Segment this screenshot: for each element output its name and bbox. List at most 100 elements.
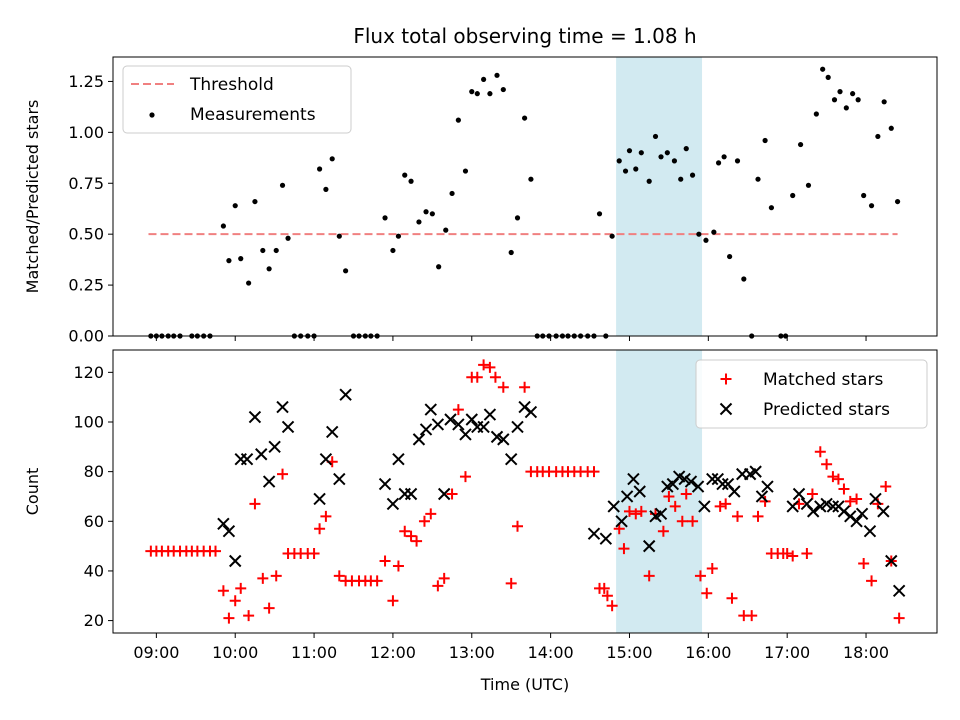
predicted-star-point	[326, 425, 339, 439]
measurement-point	[689, 172, 696, 178]
matched-star-point	[489, 371, 501, 383]
predicted-star-point	[424, 403, 437, 416]
x-tick-label: 15:00	[606, 643, 652, 662]
measurement-point	[260, 247, 266, 254]
measurement-point	[741, 276, 747, 282]
matched-star-point	[613, 523, 625, 535]
matched-star-point	[880, 481, 892, 493]
matched-star-point	[680, 488, 692, 500]
measurement-point	[522, 115, 528, 121]
predicted-star-point	[222, 525, 236, 538]
matched-star-point	[484, 361, 496, 373]
matched-star-point	[838, 483, 850, 495]
y-tick-label: 0.75	[68, 174, 104, 193]
matched-star-point	[229, 595, 241, 607]
predicted-star-point	[633, 485, 646, 498]
measurement-point	[455, 117, 461, 123]
matched-star-point	[249, 498, 261, 510]
measurement-point	[469, 89, 475, 95]
predicted-star-point	[229, 554, 242, 568]
matched-star-point	[438, 572, 450, 584]
matched-star-point	[726, 592, 738, 604]
y-tick-label: 0.50	[68, 225, 104, 244]
measurement-point	[703, 237, 709, 243]
predicted-star-point	[820, 497, 833, 511]
measurement-point	[797, 141, 804, 148]
matched-star-point	[663, 490, 675, 502]
measurement-point	[768, 205, 775, 211]
measurement-point	[633, 166, 639, 172]
matched-star-point	[314, 523, 326, 535]
y-tick-label: 20	[84, 611, 104, 630]
measurement-point	[805, 182, 812, 188]
x-tick-label: 09:00	[133, 643, 179, 662]
matched-star-point	[630, 508, 642, 520]
matched-star-point	[827, 471, 839, 483]
predicted-star-point	[706, 472, 719, 486]
measurement-point	[279, 182, 286, 188]
measurement-point	[715, 160, 722, 166]
matched-star-point	[821, 458, 833, 470]
legend-bottom: Matched stars Predicted stars	[695, 359, 928, 429]
matched-star-point	[806, 488, 818, 500]
predicted-star-point	[761, 480, 774, 493]
predicted-star-point	[276, 400, 289, 414]
matched-star-point	[519, 381, 531, 393]
matched-star-point	[478, 359, 490, 371]
matched-star-point	[379, 555, 391, 567]
measurement-point	[711, 229, 717, 235]
matched-star-point	[787, 550, 799, 562]
predicted-star-point	[892, 584, 906, 598]
matched-star-point	[706, 562, 718, 574]
predicted-star-point	[281, 420, 295, 434]
legend-predicted-label: Predicted stars	[763, 400, 890, 420]
x-tick-label: 14:00	[528, 643, 574, 662]
measurement-point	[408, 178, 414, 184]
predicted-star-point	[877, 505, 890, 518]
predicted-star-point	[855, 507, 869, 521]
predicted-star-point	[684, 475, 698, 488]
predicted-star-point	[642, 539, 656, 553]
matched-star-point	[418, 515, 430, 527]
y-tick-label: 60	[84, 512, 104, 531]
predicted-star-point	[217, 517, 230, 530]
predicted-star-point	[459, 428, 472, 441]
predicted-star-point	[248, 410, 262, 424]
measurement-point	[616, 158, 622, 164]
matched-star-point	[446, 488, 458, 500]
measurement-point	[683, 146, 689, 152]
matched-star-point	[217, 585, 229, 597]
panel-counts: 20 40 60 80 100 120 Count 09:00 10:00 11:00 12:00 1…	[23, 349, 938, 662]
predicted-star-point	[826, 500, 840, 513]
x-tick-label: 16:00	[685, 643, 731, 662]
matched-star-point	[623, 505, 635, 517]
measurement-point	[443, 227, 449, 233]
measurement-point	[462, 168, 469, 174]
measurement-point	[285, 235, 291, 241]
predicted-star-point	[504, 453, 518, 466]
matched-star-point	[425, 508, 437, 520]
measurement-point	[850, 91, 856, 97]
matched-star-point	[714, 500, 726, 512]
measurement-point	[664, 150, 670, 156]
predicted-star-point	[698, 500, 711, 513]
matched-star-point	[471, 371, 483, 383]
predicted-star-point	[615, 515, 628, 528]
shaded-span	[616, 350, 703, 633]
matched-star-point	[635, 505, 647, 517]
predicted-star-point	[792, 487, 806, 501]
predicted-star-point	[654, 507, 668, 521]
measurement-point	[436, 264, 442, 270]
measurement-point	[888, 125, 894, 131]
measurement-point	[652, 133, 659, 140]
plot-frame	[112, 56, 938, 337]
matched-star-point	[333, 570, 345, 582]
matched-star-point	[720, 498, 732, 510]
y-axis-title: Count	[23, 468, 42, 516]
predicted-star-point	[313, 492, 326, 506]
measurement-point	[500, 86, 506, 93]
predicted-star-point	[490, 430, 504, 444]
predicted-star-point	[755, 490, 769, 503]
matched-star-point	[223, 612, 235, 624]
y-axis-title: Matched/Predicted stars	[23, 100, 42, 294]
